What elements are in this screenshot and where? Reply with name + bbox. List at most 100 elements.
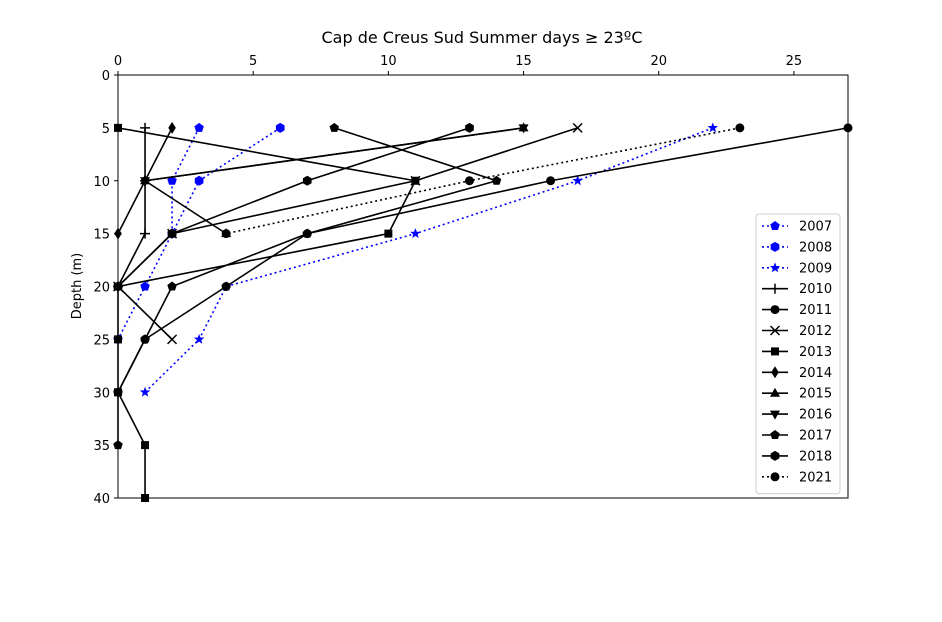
- data-point-marker: [464, 176, 474, 186]
- y-axis-label: Depth (m): [70, 253, 85, 320]
- y-tick-label: 25: [93, 333, 110, 348]
- legend-label: 2021: [799, 470, 832, 485]
- data-point-marker: [572, 175, 583, 186]
- data-point-marker: [113, 281, 123, 292]
- data-point-marker: [193, 333, 205, 344]
- data-point-marker: [140, 122, 151, 133]
- legend-item: 2009: [762, 261, 832, 276]
- data-point-marker: [769, 325, 781, 336]
- data-point-marker: [221, 282, 231, 291]
- legend-item: 2011: [762, 303, 832, 318]
- legend-label: 2011: [799, 303, 832, 318]
- legend-item: 2012: [762, 324, 832, 339]
- data-point-marker: [572, 122, 583, 133]
- series-2012: [112, 122, 583, 345]
- series-layer: [112, 121, 853, 502]
- legend-label: 2007: [799, 220, 832, 235]
- data-point-marker: [771, 366, 779, 379]
- data-point-marker: [329, 122, 340, 132]
- data-point-marker: [770, 241, 780, 252]
- data-point-marker: [770, 305, 780, 315]
- legend-label: 2017: [799, 429, 832, 444]
- y-tick-label: 35: [93, 439, 110, 454]
- series-line: [117, 127, 200, 340]
- data-point-marker: [411, 176, 420, 185]
- legend-item: 2016: [762, 408, 832, 423]
- data-point-marker: [384, 229, 393, 238]
- x-tick-label: 15: [515, 54, 532, 69]
- x-tick-label: 20: [650, 54, 667, 69]
- data-point-marker: [465, 122, 474, 133]
- y-tick-label: 40: [93, 492, 110, 507]
- legend-item: 2007: [762, 220, 832, 235]
- y-tick-label: 30: [93, 386, 110, 401]
- y-tick-label: 5: [102, 122, 110, 137]
- series-2017: [113, 122, 502, 450]
- data-point-marker: [139, 386, 151, 397]
- series-2016: [140, 124, 529, 187]
- data-point-marker: [114, 123, 122, 132]
- marker-stroke: [167, 334, 178, 345]
- axes: 0 5 10 15 20 25 0 5 10 15 20 25 30 35 40: [93, 54, 849, 507]
- data-point-marker: [410, 228, 421, 239]
- legend-item: 2010: [762, 282, 832, 297]
- data-point-marker: [114, 335, 122, 344]
- series-2009: [139, 122, 719, 397]
- legend-item: 2015: [762, 387, 832, 402]
- data-point-marker: [491, 175, 502, 185]
- series-line: [117, 127, 470, 288]
- data-point-marker: [770, 450, 780, 461]
- legend-label: 2018: [799, 449, 832, 464]
- legend-label: 2014: [799, 366, 832, 381]
- data-point-marker: [140, 334, 150, 344]
- data-point-marker: [302, 228, 313, 238]
- data-point-marker: [770, 410, 780, 420]
- data-point-marker: [735, 123, 745, 133]
- series-line: [117, 127, 146, 287]
- chart-title: Cap de Creus Sud Summer days ≥ 23ºC: [321, 28, 642, 47]
- series-2021: [221, 123, 745, 239]
- legend-item: 2008: [762, 240, 832, 255]
- y-tick-label: 0: [102, 69, 110, 84]
- legend-item: 2014: [762, 366, 832, 381]
- series-line: [117, 127, 578, 340]
- series-line: [117, 127, 417, 498]
- series-line: [171, 127, 281, 234]
- data-point-marker: [843, 123, 853, 133]
- data-point-marker: [167, 281, 177, 291]
- data-point-marker: [221, 229, 231, 239]
- data-point-marker: [141, 494, 150, 502]
- x-tick-label: 10: [380, 54, 397, 69]
- legend-label: 2015: [799, 387, 832, 402]
- y-tick-label: 10: [93, 175, 110, 190]
- data-point-marker: [770, 221, 780, 231]
- series-line: [144, 127, 524, 182]
- legend-item: 2018: [762, 449, 832, 464]
- legend-item: 2013: [762, 345, 832, 360]
- legend-label: 2013: [799, 345, 832, 360]
- x-tick-label: 0: [114, 54, 122, 69]
- data-point-marker: [769, 262, 781, 273]
- data-point-marker: [140, 228, 151, 239]
- data-point-marker: [770, 283, 780, 294]
- marker-stroke: [769, 325, 781, 336]
- y-tick-label: 20: [93, 281, 110, 296]
- data-point-marker: [113, 387, 123, 397]
- data-point-marker: [194, 175, 204, 186]
- legend-label: 2016: [799, 408, 832, 423]
- data-point-marker: [770, 472, 780, 482]
- data-point-marker: [140, 177, 151, 187]
- legend-label: 2010: [799, 282, 832, 297]
- data-point-marker: [194, 122, 204, 132]
- data-point-marker: [167, 228, 177, 239]
- data-point-marker: [141, 441, 150, 450]
- marker-stroke: [572, 122, 583, 133]
- series-2018: [113, 122, 474, 292]
- series-line: [117, 127, 849, 393]
- data-point-marker: [275, 122, 285, 133]
- data-point-marker: [546, 176, 556, 186]
- data-point-marker: [302, 175, 312, 186]
- data-point-marker: [770, 387, 780, 397]
- data-point-marker: [168, 121, 176, 134]
